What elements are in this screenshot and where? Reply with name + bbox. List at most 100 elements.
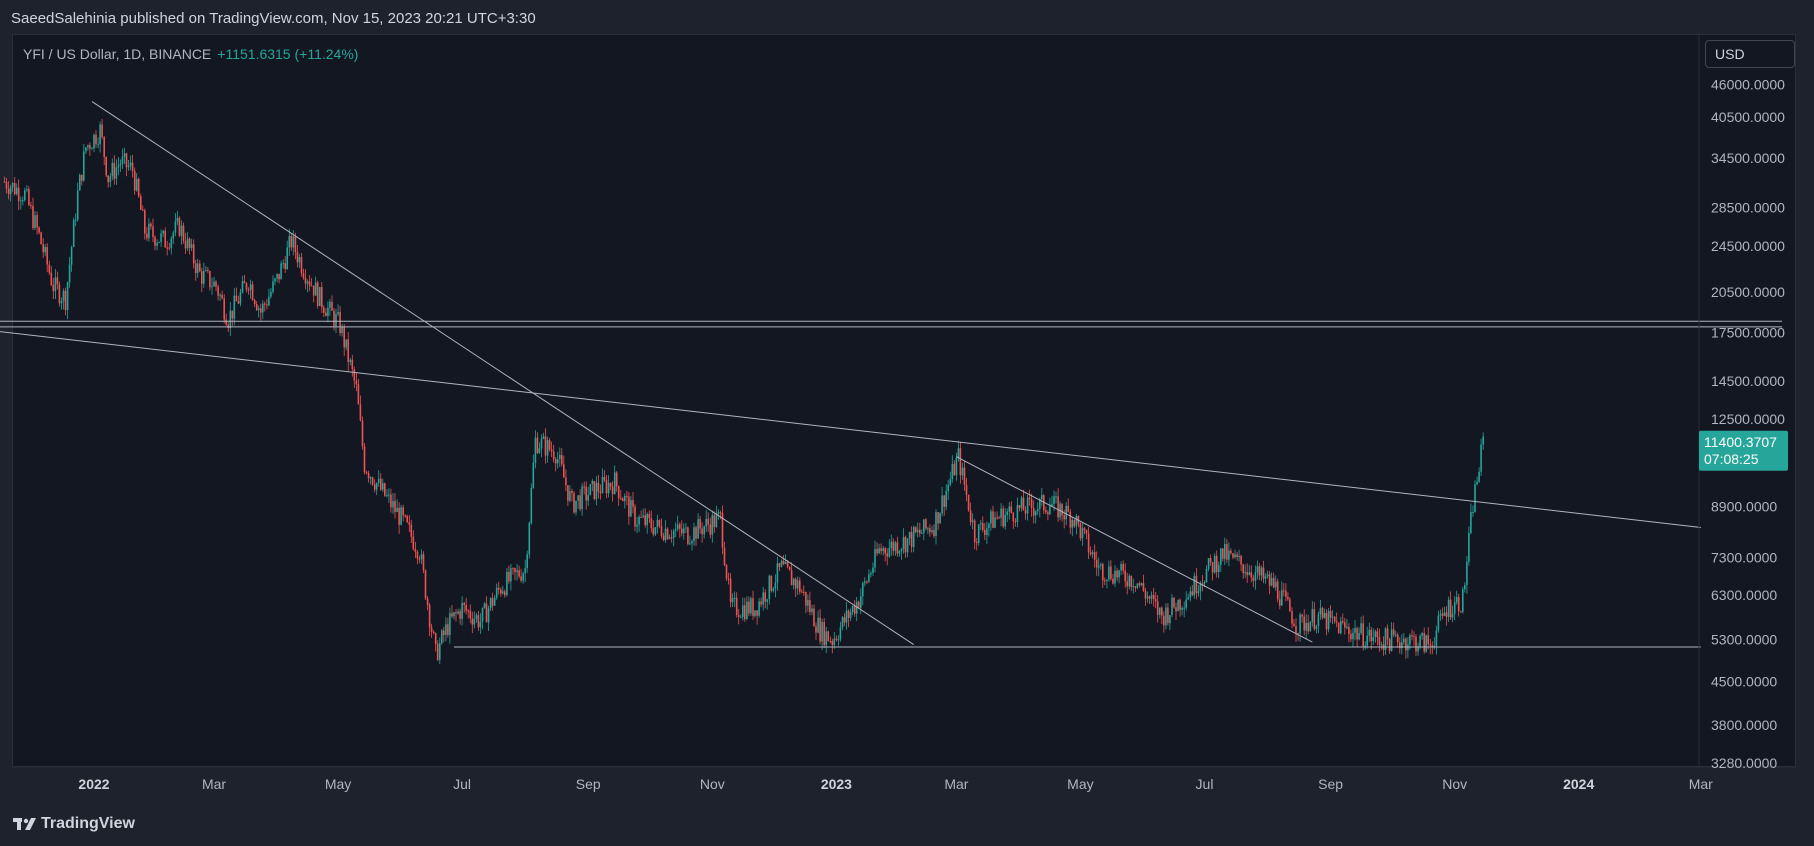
candle-body (1012, 512, 1015, 522)
candle-body (1018, 505, 1021, 508)
candle-body (996, 517, 998, 519)
candle-body (567, 485, 569, 501)
candle-body (1065, 505, 1067, 520)
candle-body (487, 608, 490, 623)
candle-body (1045, 510, 1047, 513)
candle-body (760, 601, 762, 605)
candle-body (1148, 596, 1151, 599)
candle-body (1136, 583, 1139, 588)
candle-body (752, 598, 754, 616)
symbol-legend[interactable]: YFI / US Dollar, 1D, BINANCE +1151.6315 (… (23, 46, 358, 62)
candle-body (1156, 601, 1159, 615)
candle-body (255, 304, 258, 310)
candle-body (1390, 629, 1393, 651)
candle-body (506, 572, 508, 596)
candle-body (1386, 628, 1389, 640)
candle-body (1077, 516, 1080, 524)
candle-body (351, 359, 354, 370)
candle-body (1089, 552, 1092, 555)
candle-body (573, 493, 575, 513)
candle-body (758, 601, 760, 616)
candle-body (965, 484, 968, 495)
candle-body (679, 524, 681, 529)
candle-body (603, 477, 606, 481)
candle-body (1150, 595, 1153, 599)
candle-body (890, 541, 893, 548)
candle-body (286, 247, 288, 270)
candle-body (1415, 636, 1417, 652)
candle-body (959, 448, 962, 476)
candle-body (276, 273, 278, 279)
candle-body (908, 532, 911, 539)
time-tick-label: Mar (202, 776, 226, 792)
candle-body (469, 610, 472, 619)
trendline[interactable] (91, 101, 914, 646)
candle-body (748, 601, 750, 614)
candle-body (910, 532, 913, 547)
candle-body (782, 560, 785, 565)
currency-button[interactable]: USD (1705, 40, 1795, 68)
candle-body (74, 219, 77, 221)
candle-body (593, 481, 596, 499)
candle-body (1120, 564, 1122, 571)
candle-body (1008, 506, 1011, 512)
candle-body (7, 188, 10, 194)
candle-body (493, 597, 496, 606)
candle-body (1266, 574, 1269, 577)
candle-body (1152, 595, 1155, 599)
candle-body (862, 583, 864, 597)
trendline[interactable] (0, 331, 1701, 528)
candle-body (666, 528, 669, 539)
candle-body (471, 618, 474, 625)
candle-body (245, 283, 248, 290)
candle-body (502, 591, 504, 594)
candle-body (412, 536, 415, 550)
candle-body (1211, 562, 1214, 573)
candle-body (587, 495, 589, 501)
candle-body (361, 420, 364, 447)
candle-body (20, 200, 22, 202)
candle-body (1079, 523, 1082, 539)
candle-body (213, 281, 215, 287)
candle-body (717, 512, 720, 514)
candle-body (1327, 611, 1330, 630)
candle-body (1285, 590, 1287, 597)
candle-body (1209, 558, 1212, 563)
candle-body (211, 286, 213, 288)
chart-frame[interactable] (12, 34, 1796, 767)
time-tick-label: Jul (1196, 776, 1214, 792)
candle-body (323, 307, 325, 313)
candle-body (929, 528, 931, 533)
candle-body (827, 631, 829, 641)
candle-body (762, 592, 764, 605)
footer-brand[interactable]: TradingView (41, 815, 135, 832)
candle-body (1472, 512, 1474, 513)
candle-body (746, 601, 748, 620)
tradingview-logo-icon[interactable] (12, 814, 38, 834)
candle-body (986, 528, 988, 535)
candle-body (1142, 583, 1145, 591)
candle-body (589, 484, 592, 496)
candle-body (1289, 599, 1291, 612)
candle-body (900, 548, 903, 552)
candle-body (150, 223, 152, 227)
candle-body (298, 257, 301, 263)
candle-body (408, 522, 411, 525)
candle-body (207, 270, 209, 271)
candle-body (1163, 615, 1165, 626)
candle-body (146, 233, 148, 239)
candle-body (46, 247, 48, 265)
candle-body (1376, 631, 1379, 638)
candle-body (390, 494, 392, 508)
candle-body (1449, 599, 1452, 618)
candle-body (475, 615, 478, 619)
candle-body (935, 512, 937, 536)
candle-body (365, 472, 368, 474)
price-tick-label: 3800.0000 (1711, 717, 1777, 733)
candle-body (620, 498, 622, 500)
candle-body (40, 232, 42, 245)
trendline[interactable] (956, 456, 1313, 643)
candle-body (1368, 629, 1371, 636)
candle-body (1445, 612, 1448, 617)
